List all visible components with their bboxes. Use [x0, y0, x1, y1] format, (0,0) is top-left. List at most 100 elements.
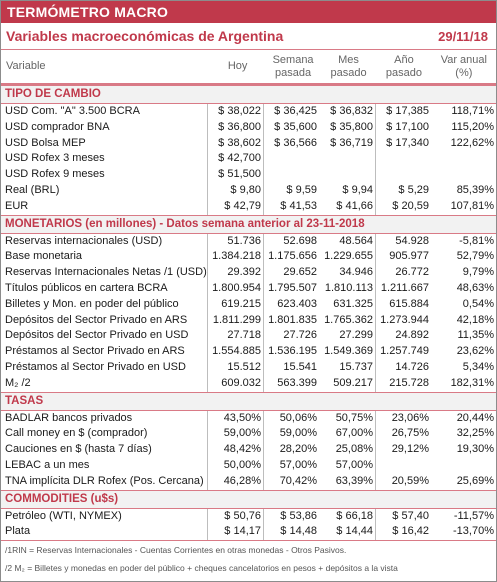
table-cell: $ 41,53: [263, 198, 319, 215]
table-cell: 15.737: [339, 360, 373, 373]
table-row: Reservas internacionales (USD) 51.736 52.6…: [1, 233, 496, 250]
table-cell: 563.399: [263, 375, 319, 392]
row-label: Billetes y Mon. en poder del público: [5, 297, 179, 310]
table-cell: 9,79%: [462, 266, 494, 279]
row-label: Depósitos del Sector Privado en ARS: [5, 313, 188, 326]
row-label: USD Rofex 3 meses: [5, 152, 105, 165]
table-cell: 48.564: [339, 234, 373, 247]
row-label: USD comprador BNA: [5, 120, 110, 133]
table-cell: 25,69%: [456, 474, 494, 487]
table-cell: -11,57%: [453, 509, 494, 522]
table-cell: $ 42,700: [207, 151, 263, 168]
table-cell: $ 66,18: [336, 509, 373, 522]
table-cell: $ 9,59: [263, 182, 319, 199]
table-row: Reservas Internacionales Netas /1 (USD) 2…: [1, 265, 496, 281]
table-row: Petróleo (WTI, NYMEX) $ 50,76 $ 53,86 $ 66,…: [1, 508, 496, 525]
table-cell: $ 57,40: [375, 508, 431, 525]
table-cell: 67,00%: [335, 427, 373, 440]
table-title: Variables macroeconómicas de Argentina: [6, 28, 284, 44]
table-row: USD Rofex 9 meses $ 51,500: [1, 167, 496, 183]
table-cell: [375, 151, 431, 168]
table-cell: $ 51,500: [207, 167, 263, 183]
table-row: LEBAC a un mes 50,00% 57,00% 57,00%: [1, 457, 496, 474]
table-cell: $ 17,385: [375, 104, 431, 120]
table-cell: 5,34%: [462, 360, 494, 373]
table-cell: 1.549.369: [324, 345, 373, 358]
table-cell: $ 50,76: [207, 508, 263, 525]
row-label: Reservas Internacionales Netas /1 (USD): [5, 266, 207, 279]
row-label: Préstamos al Sector Privado en USD: [5, 360, 186, 373]
table-cell: 1.801.835: [263, 312, 319, 329]
report-date: 29/11/18: [438, 28, 488, 44]
table-row: Real (BRL) $ 9,80 $ 9,59 $ 9,94 $ 5,29 85,39%: [1, 182, 496, 199]
table-cell: 57,00%: [263, 457, 319, 474]
section-header: TASAS: [1, 391, 496, 411]
table-cell: 23,06%: [375, 410, 431, 427]
row-label: M₂ /2: [5, 376, 31, 389]
table-row: Títulos públicos en cartera BCRA 1.800.95…: [1, 280, 496, 297]
table-cell: 59,00%: [207, 426, 263, 443]
section-header: MONETARIOS (en millones) - Datos semana …: [1, 214, 496, 234]
table-row: Billetes y Mon. en poder del público 619.…: [1, 296, 496, 313]
table-cell: $ 9,94: [342, 183, 373, 196]
table-cell: 215.728: [375, 375, 431, 392]
table-cell: [431, 167, 496, 183]
footnote-1: /1RIN = Reservas Internacionales - Cuent…: [1, 540, 496, 559]
table-cell: $ 38,022: [207, 104, 263, 120]
table-row: Cauciones en $ (hasta 7 días) 48,42% 28,20…: [1, 442, 496, 458]
table-cell: [375, 167, 431, 183]
table-cell: $ 5,29: [375, 182, 431, 199]
table-cell: [319, 151, 375, 167]
table-cell: [319, 167, 375, 183]
table-cell: 29,12%: [375, 442, 431, 458]
table-cell: $ 17,340: [375, 135, 431, 152]
table-cell: 57,00%: [335, 458, 373, 471]
table-row: M₂ /2 609.032 563.399 509.217 215.728 182,31%: [1, 375, 496, 392]
table-cell: 1.257.749: [375, 344, 431, 360]
table-cell: $ 14,44: [336, 525, 373, 538]
row-label: USD Bolsa MEP: [5, 136, 86, 149]
table-cell: 59,00%: [263, 426, 319, 443]
table-title-bar: Variables macroeconómicas de Argentina 2…: [1, 23, 496, 50]
table-cell: 115,20%: [451, 120, 494, 133]
row-label: Plata: [5, 525, 31, 538]
footnote-2: /2 M₂ = Billetes y monedas en poder del …: [5, 563, 398, 574]
table-cell: $ 36,425: [263, 104, 319, 120]
table-cell: 25,08%: [335, 443, 373, 456]
col-header-semana-pasada: Semana pasada: [272, 53, 314, 79]
table-cell: 26,75%: [375, 426, 431, 443]
table-cell: 1.536.195: [263, 344, 319, 360]
table-cell: 1.211.667: [375, 280, 431, 297]
table-cell: 1.384.218: [207, 249, 263, 266]
section-header: TIPO DE CAMBIO: [1, 85, 496, 104]
row-label: USD Rofex 9 meses: [5, 168, 105, 181]
table-cell: 631.325: [333, 297, 373, 310]
table-cell: 43,50%: [207, 410, 263, 427]
table-cell: 1.273.944: [375, 312, 431, 329]
table-row: USD Com. "A" 3.500 BCRA $ 38,022 $ 36,425 $…: [1, 104, 496, 120]
table-cell: $ 20,59: [375, 198, 431, 215]
row-label: Títulos públicos en cartera BCRA: [5, 281, 168, 294]
row-label: BADLAR bancos privados: [5, 411, 133, 424]
table-cell: 27.718: [207, 328, 263, 345]
row-label: TNA implícita DLR Rofex (Pos. Cercana): [5, 474, 204, 487]
table-cell: $ 36,566: [263, 135, 319, 152]
table-cell: -13,70%: [453, 525, 494, 538]
table-cell: 623.403: [263, 296, 319, 313]
table-cell: 54.928: [375, 233, 431, 250]
table-cell: $ 9,80: [207, 182, 263, 199]
table-row: Plata $ 14,17 $ 14,48 $ 14,44 $ 16,42 -13,70%: [1, 524, 496, 541]
table-cell: $ 36,832: [330, 105, 373, 117]
row-label: Préstamos al Sector Privado en ARS: [5, 345, 185, 358]
row-label: USD Com. "A" 3.500 BCRA: [5, 105, 140, 117]
table-cell: 1.800.954: [207, 280, 263, 297]
table-cell: 11,35%: [457, 329, 495, 342]
table-cell: 26.772: [375, 265, 431, 281]
table-cell: 1.229.655: [324, 250, 373, 263]
table-row: USD Bolsa MEP $ 38,602 $ 36,566 $ 36,719 $ 1…: [1, 135, 496, 152]
table-cell: 46,28%: [207, 473, 263, 490]
table-cell: 32,25%: [456, 427, 494, 440]
table-cell: 20,59%: [375, 473, 431, 490]
table-body: TIPO DE CAMBIO USD Com. "A" 3.500 BCRA $ 3…: [1, 85, 496, 541]
